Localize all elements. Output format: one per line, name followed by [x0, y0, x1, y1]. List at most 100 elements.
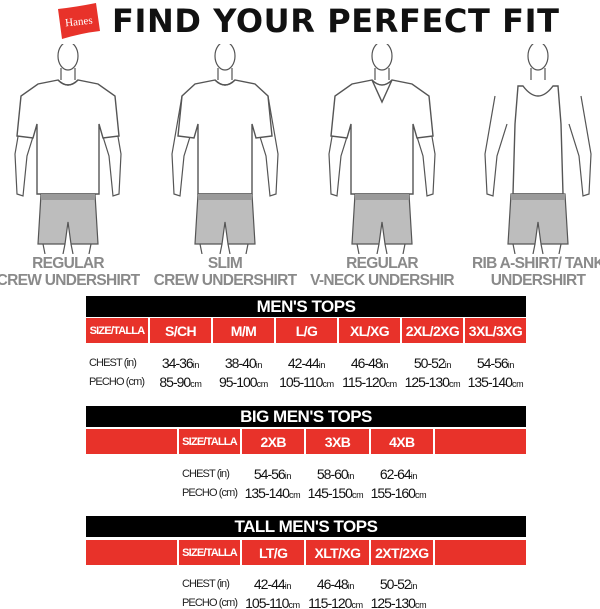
unit-label: cm	[288, 599, 300, 609]
svg-text:Hanes: Hanes	[65, 15, 94, 30]
size-cell: 2XL/2XG	[402, 318, 463, 343]
mens-table-title: MEN'S TOPS	[86, 296, 526, 317]
pecho-value: 85-90cm	[150, 374, 211, 390]
pecho-row: PECHO (cm) 135-140cm 145-150cm 155-160cm	[86, 483, 526, 502]
unit-label: in	[410, 580, 418, 591]
figure-slim	[160, 41, 290, 255]
figure-tank	[473, 41, 600, 255]
pecho-value: 95-100cm	[213, 374, 274, 390]
head-shape	[214, 41, 236, 71]
unit-label: in	[410, 470, 418, 481]
pecho-value: 135-140cm	[242, 485, 303, 501]
style-label-line2: CREW UNDERSHIRT	[153, 272, 297, 289]
measurement-value: 50-52	[379, 575, 412, 592]
measurement-value: 42-44	[287, 354, 320, 371]
chest-value: 42-44in	[276, 355, 337, 371]
chest-row: CHEST (in) 34-36in 38-40in 42-44in 46-48in 50…	[86, 353, 526, 372]
chest-value: 54-56in	[465, 355, 526, 371]
head-shape	[527, 41, 549, 71]
size-cell: 2XB	[242, 429, 305, 454]
measurement-value: 54-56	[253, 465, 286, 482]
size-cell: S/CH	[150, 318, 211, 343]
head-shape	[57, 41, 79, 71]
measurement-value: 145-150	[307, 484, 353, 501]
unit-label: in	[381, 359, 389, 370]
unit-label: cm	[511, 378, 524, 389]
size-cell: L/G	[276, 318, 337, 343]
blank-cell	[434, 540, 526, 565]
size-cell: XL/XG	[339, 318, 400, 343]
unit-label: cm	[190, 378, 202, 389]
chest-value: 50-52in	[402, 355, 463, 371]
chest-value: 42-44in	[242, 576, 303, 592]
size-label-cell: SIZE/TALLA	[86, 318, 148, 343]
style-label-line2: UNDERSHIRT	[490, 272, 586, 289]
unit-label: cm	[385, 378, 397, 389]
style-label-line1: SLIM	[207, 255, 243, 272]
size-cell: 2XT/2XG	[370, 540, 433, 565]
unit-label: cm	[414, 599, 427, 609]
pecho-row: PECHO (cm) 85-90cm 95-100cm 105-110cm 115-12…	[86, 372, 526, 391]
chest-value: 38-40in	[213, 355, 274, 371]
unit-label: in	[444, 359, 452, 370]
tall-size-header-row: SIZE/TALLA LT/G XLT/XG 2XT/2XG	[86, 540, 526, 565]
hanes-logo: Hanes	[56, 3, 102, 39]
size-cell: M/M	[213, 318, 274, 343]
page-title: FIND YOUR PERFECT FIT	[112, 2, 560, 40]
size-cell: 4XB	[370, 429, 433, 454]
unit-label: cm	[351, 489, 364, 500]
pecho-value: 155-160cm	[368, 485, 429, 501]
boxer-brief-shape	[351, 193, 413, 245]
measurement-value: 125-130	[404, 373, 450, 390]
measurement-value: 62-64	[379, 465, 412, 482]
style-label-vneck: REGULAR V-NECK UNDERSHIR	[306, 255, 458, 289]
blank-cell	[86, 429, 177, 454]
unit-label: in	[255, 359, 263, 370]
measurement-value: 34-36	[161, 354, 194, 371]
measurement-value: 155-160	[370, 484, 416, 501]
measurement-value: 105-110	[245, 594, 289, 609]
chest-label: CHEST (in)	[182, 467, 230, 480]
mens-size-header-row: SIZE/TALLA S/CH M/M L/G XL/XG 2XL/2XG 3XL/3XG	[86, 318, 526, 343]
measurement-value: 42-44	[253, 575, 286, 592]
measurement-value: 38-40	[224, 354, 257, 371]
chest-value: 62-64in	[368, 466, 429, 482]
blank-cell	[434, 429, 526, 454]
size-cell: 3XB	[306, 429, 369, 454]
unit-label: in	[284, 580, 292, 591]
pecho-value: 135-140cm	[465, 374, 526, 390]
pecho-label: PECHO (cm)	[89, 375, 145, 388]
figure-crew	[3, 41, 133, 255]
unit-label: in	[284, 470, 292, 481]
style-label-line2: CREW UNDERSHIRT	[0, 272, 140, 289]
size-cell: LT/G	[242, 540, 305, 565]
unit-label: cm	[351, 599, 363, 609]
measurement-value: 115-120	[342, 373, 386, 390]
boxer-brief-shape	[194, 193, 256, 245]
unit-label: cm	[448, 378, 461, 389]
pecho-value: 125-130cm	[368, 595, 429, 609]
measurement-value: 46-48	[350, 354, 383, 371]
boxer-brief-shape	[507, 193, 569, 245]
chest-label: CHEST (in)	[89, 356, 137, 369]
measurement-value: 50-52	[413, 354, 446, 371]
pecho-value: 115-120cm	[339, 374, 400, 390]
style-label-line1: REGULAR	[32, 255, 104, 272]
unit-label: in	[318, 359, 326, 370]
style-label-line1: RIB A-SHIRT/ TANK	[472, 255, 600, 272]
pecho-row: PECHO (cm) 105-110cm 115-120cm 125-130cm	[86, 593, 526, 609]
measurement-value: 135-140	[467, 373, 513, 390]
chest-row: CHEST (in) 54-56in 58-60in 62-64in	[86, 464, 526, 483]
size-cell: 3XL/3XG	[465, 318, 526, 343]
pecho-value: 105-110cm	[242, 595, 303, 609]
boxer-brief-shape	[37, 193, 99, 245]
style-label-line2: V-NECK UNDERSHIR	[310, 272, 455, 289]
measurement-value: 54-56	[476, 354, 509, 371]
unit-label: in	[347, 470, 355, 481]
unit-label: cm	[414, 489, 427, 500]
chest-value: 50-52in	[368, 576, 429, 592]
pecho-value: 115-120cm	[305, 595, 366, 609]
unit-label: in	[347, 580, 355, 591]
style-label-line1: REGULAR	[346, 255, 418, 272]
measurement-value: 95-100	[219, 373, 258, 390]
